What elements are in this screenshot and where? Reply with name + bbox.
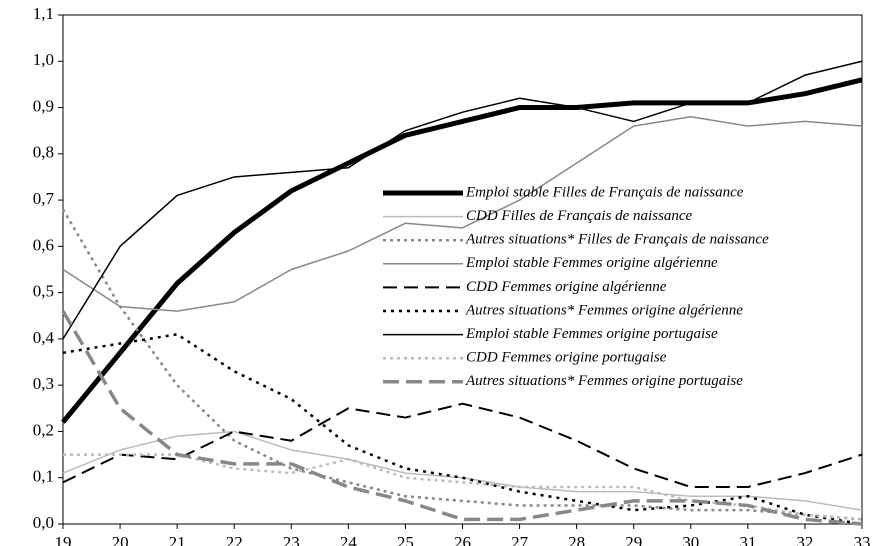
x-tick-label: 27 [511,533,529,546]
series-line [62,116,863,312]
series-line [62,60,863,340]
legend-label: Emploi stable Femmes origine algérienne [465,255,718,271]
legend-label: Autres situations* Femmes origine algéri… [465,302,743,318]
x-tick-label: 21 [169,533,186,546]
y-tick-label: 0,9 [33,96,54,115]
series-line [62,402,863,488]
x-tick-label: 26 [454,533,471,546]
x-tick-label: 19 [55,533,72,546]
x-tick-label: 22 [226,533,243,546]
x-tick-label: 29 [625,533,642,546]
y-tick-label: 1,0 [33,50,54,69]
y-tick-label: 0,8 [33,143,54,162]
y-tick-label: 0,5 [33,282,54,301]
y-tick-label: 0,4 [33,328,55,347]
legend-label: Emploi stable Filles de Français de nais… [465,184,744,200]
legend-label: CDD Femmes origine portugaise [466,350,667,366]
y-tick-label: 0,6 [33,235,54,254]
legend-label: CDD Filles de Français de naissance [466,208,693,224]
series-line [62,430,863,511]
series-line [61,310,863,526]
x-tick-label: 31 [739,533,756,546]
x-tick-label: 23 [283,533,300,546]
x-tick-label: 24 [340,533,358,546]
x-tick-label: 28 [568,533,585,546]
x-tick-label: 33 [854,533,871,546]
y-tick-label: 0,7 [33,189,55,208]
y-tick-label: 0,1 [33,467,54,486]
y-tick-label: 0,0 [33,513,54,532]
x-tick-label: 30 [682,533,699,546]
y-tick-label: 0,2 [33,420,54,439]
y-tick-label: 0,3 [33,374,54,393]
legend-label: Emploi stable Femmes origine portugaise [465,326,718,342]
series-line [61,208,863,521]
legend-label: Autres situations* Femmes origine portug… [465,373,743,389]
x-tick-label: 20 [112,533,129,546]
series-line [62,333,863,526]
legend-label: CDD Femmes origine algérienne [466,279,667,295]
legend-label: Autres situations* Filles de Français de… [465,232,769,248]
x-tick-label: 25 [397,533,414,546]
y-tick-label: 1,1 [33,4,54,23]
x-tick-label: 32 [796,533,813,546]
series-line [61,77,863,424]
plot-frame [62,14,863,525]
